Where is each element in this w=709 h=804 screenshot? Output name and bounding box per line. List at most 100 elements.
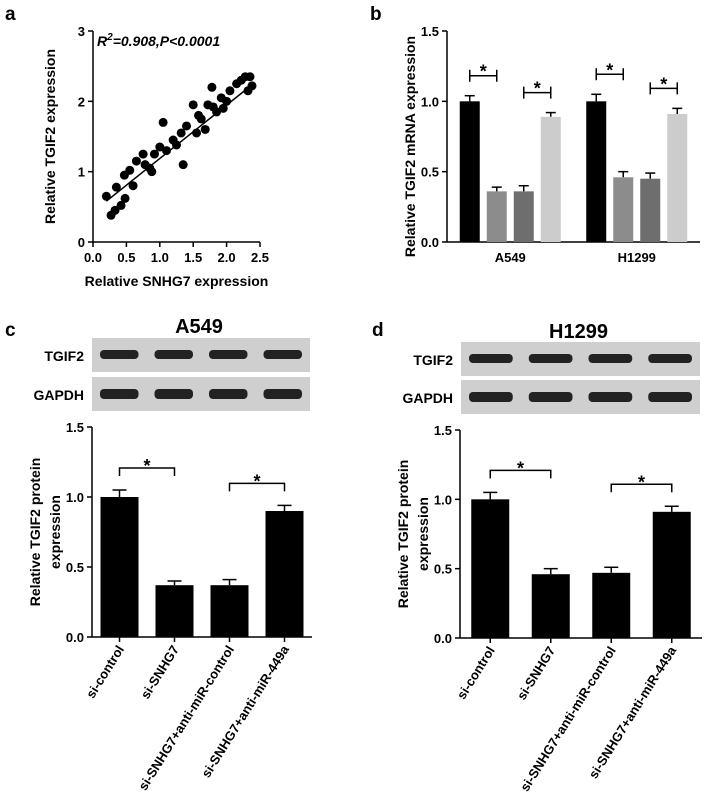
- x-tick-label: si-control: [454, 644, 498, 702]
- blot-label: TGIF2: [413, 352, 453, 368]
- point: [178, 160, 188, 170]
- point: [158, 117, 168, 127]
- blot-band: [648, 392, 692, 402]
- point: [207, 82, 217, 92]
- blot-band: [154, 350, 193, 359]
- point: [155, 142, 165, 152]
- blot-band: [209, 389, 248, 399]
- y-tick-label: 0.0: [66, 630, 84, 645]
- y-axis-label: Relative TGIF2 protein: [27, 458, 43, 607]
- x-tick-label: si-control: [83, 643, 127, 701]
- y-tick-label: 0.0: [421, 235, 439, 250]
- point: [200, 124, 210, 134]
- significance-bracket: [118, 467, 176, 476]
- y-tick-label: 1.5: [421, 24, 439, 39]
- bar: [486, 191, 507, 242]
- x-tick-label: 0.5: [117, 250, 135, 265]
- point: [131, 156, 141, 166]
- bar: [265, 511, 304, 637]
- blot-label: TGIF2: [44, 348, 84, 364]
- point: [111, 182, 121, 192]
- significance-label: *: [660, 74, 667, 94]
- y-axis-label: Relative TGIF2 protein: [395, 460, 411, 609]
- blot-band: [528, 392, 573, 402]
- bar: [210, 585, 249, 637]
- y-axis-label: Relative TGIF2 mRNA expression: [402, 36, 418, 257]
- x-tick-label: 1.5: [184, 250, 202, 265]
- significance-bracket: [610, 483, 673, 493]
- blot-label: GAPDH: [402, 390, 453, 406]
- significance-label: *: [638, 472, 645, 492]
- y-tick-label: 1.0: [66, 490, 84, 505]
- panel-label: c: [5, 320, 16, 341]
- significance-bracket: [469, 69, 498, 82]
- bar: [613, 177, 634, 242]
- significance-label: *: [534, 79, 541, 99]
- significance-label: *: [253, 471, 260, 491]
- y-tick-label: 2: [78, 94, 85, 109]
- point: [196, 114, 206, 124]
- bar: [667, 113, 688, 242]
- y-axis-label: expression: [47, 495, 63, 569]
- point: [245, 72, 255, 82]
- x-tick-label: si-SNHG7+anti-miR-control: [135, 643, 237, 793]
- point: [182, 121, 192, 131]
- significance-label: *: [517, 458, 524, 478]
- y-tick-label: 3: [78, 24, 85, 39]
- bar: [513, 191, 534, 242]
- point: [247, 81, 257, 91]
- panel-label: b: [370, 4, 382, 25]
- significance-bracket: [595, 68, 624, 81]
- bar: [586, 101, 607, 242]
- point: [176, 128, 186, 138]
- y-tick-label: 0.5: [66, 560, 84, 575]
- y-tick-label: 1: [78, 165, 85, 180]
- bar: [155, 585, 194, 637]
- point: [161, 146, 171, 156]
- significance-label: *: [143, 456, 150, 476]
- significance-label: *: [480, 62, 487, 82]
- panel-label: d: [372, 320, 384, 341]
- y-tick-label: 0.5: [421, 165, 439, 180]
- x-tick-label: 2.0: [218, 250, 236, 265]
- x-tick-label: 2.5: [251, 250, 269, 265]
- y-axis-label: expression: [415, 497, 431, 571]
- bar: [531, 574, 570, 638]
- point: [125, 165, 135, 175]
- blot-band: [588, 354, 633, 363]
- x-tick-label: A549: [495, 250, 526, 265]
- point: [120, 193, 130, 203]
- blot-band: [469, 392, 513, 402]
- x-tick-label: 0.0: [84, 250, 102, 265]
- blot-band: [588, 392, 633, 402]
- annotation: R2=0.908,P<0.0001: [97, 32, 220, 49]
- y-tick-label: 0.0: [434, 631, 452, 646]
- panel-label: a: [5, 4, 16, 25]
- x-tick-label: si-SNHG7: [514, 644, 558, 703]
- bar: [640, 178, 661, 242]
- significance-label: *: [606, 60, 613, 80]
- bar: [592, 572, 631, 638]
- y-tick-label: 0: [78, 235, 85, 250]
- bar: [100, 497, 139, 637]
- blot-band: [154, 389, 193, 399]
- y-tick-label: 0.5: [434, 562, 452, 577]
- x-tick-label: H1299: [618, 250, 656, 265]
- significance-bracket: [649, 82, 678, 95]
- bar: [540, 116, 561, 242]
- x-axis-label: Relative SNHG7 expression: [85, 273, 269, 289]
- annotation-part: 2: [106, 32, 113, 43]
- point: [128, 181, 138, 191]
- y-axis-label: Relative TGIF2 expression: [42, 49, 58, 224]
- bar: [459, 101, 480, 242]
- blot-band: [528, 354, 573, 363]
- point: [116, 200, 126, 210]
- significance-bracket: [228, 482, 286, 492]
- x-tick-label: 1.0: [151, 250, 169, 265]
- significance-bracket: [489, 469, 552, 479]
- significance-bracket: [523, 86, 552, 99]
- chart-title: A549: [175, 316, 223, 338]
- blot-band: [469, 354, 513, 363]
- point: [147, 167, 157, 177]
- annotation-part: =0.908,P<0.0001: [113, 33, 221, 49]
